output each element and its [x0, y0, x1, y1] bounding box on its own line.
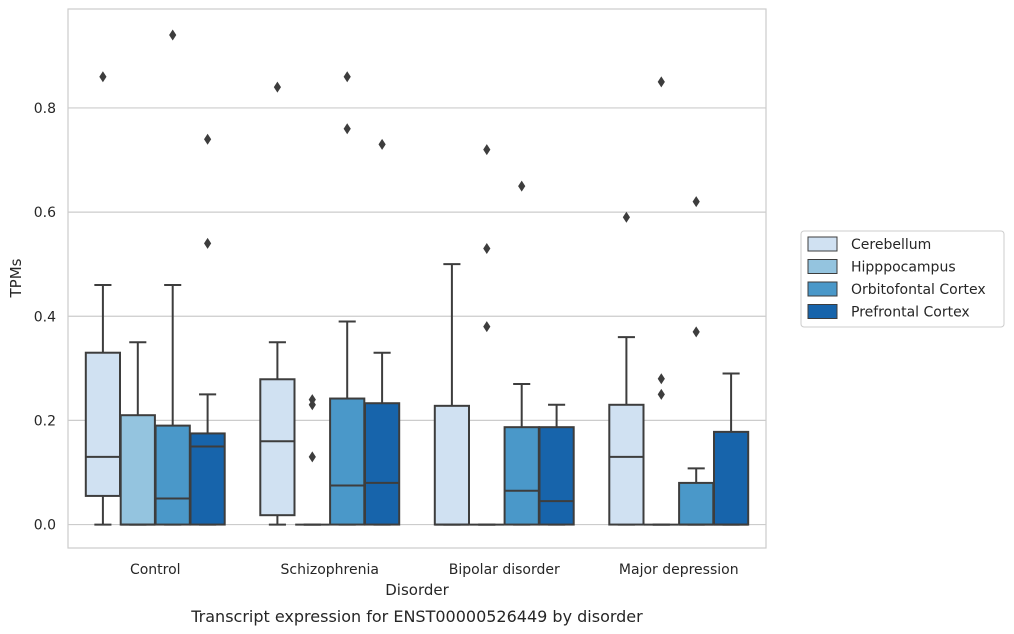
box-prefrontal-cortex	[712, 372, 750, 526]
y-tick-label: 0.0	[34, 518, 56, 534]
box-cerebellum	[433, 263, 471, 526]
legend-label: Orbitofontal Cortex	[851, 282, 986, 298]
box-body	[363, 402, 401, 526]
x-axis-label: Disorder	[385, 581, 449, 599]
outlier-point	[657, 388, 665, 400]
box-body	[84, 351, 122, 497]
legend-swatch	[807, 281, 838, 297]
box-body	[189, 432, 226, 526]
outlier-point	[99, 71, 107, 83]
outlier-point	[483, 144, 491, 156]
outlier-point	[204, 237, 212, 249]
box-prefrontal-cortex	[538, 403, 575, 526]
box-hipppocampus	[119, 341, 156, 526]
box-orbitofontal-cortex	[678, 196, 715, 526]
outlier-point	[692, 196, 700, 208]
outlier-point	[657, 373, 665, 385]
y-tick-labels: 0.0 0.2 0.4 0.6 0.8	[34, 101, 56, 534]
x-tick-label: Schizophrenia	[281, 562, 379, 578]
figure-caption: Transcript expression for ENST0000052644…	[190, 607, 643, 626]
x-tick-label: Major depression	[619, 562, 739, 578]
box-groups	[84, 29, 750, 526]
outlier-point	[169, 29, 177, 41]
box-cerebellum	[608, 211, 645, 526]
outlier-point	[273, 81, 281, 93]
y-tick-label: 0.6	[34, 205, 56, 221]
outlier-point	[518, 180, 526, 192]
box-cerebellum	[259, 81, 296, 526]
legend-label: Prefrontal Cortex	[851, 305, 970, 321]
outlier-point	[657, 76, 665, 88]
box-cerebellum	[84, 71, 122, 526]
outlier-point	[483, 243, 491, 255]
outlier-point	[692, 326, 700, 338]
legend-label: Hipppocampus	[851, 260, 956, 276]
box-prefrontal-cortex	[189, 133, 226, 526]
x-tick-labels: Control Schizophrenia Bipolar disorder Majo…	[130, 562, 739, 578]
box-body	[538, 426, 575, 526]
outlier-point	[343, 71, 351, 83]
box-hipppocampus	[469, 144, 504, 526]
outlier-point	[308, 451, 316, 463]
box-orbitofontal-cortex	[154, 29, 191, 526]
box-body	[119, 414, 156, 526]
legend-swatch	[807, 236, 838, 252]
legend-swatch	[807, 304, 838, 319]
y-tick-label: 0.2	[34, 413, 56, 429]
outlier-point	[308, 394, 316, 406]
legend-swatch	[807, 259, 838, 274]
box-body	[608, 403, 645, 526]
y-tick-label: 0.4	[34, 309, 56, 325]
legend: Cerebellum Hipppocampus Orbitofontal Corte…	[800, 230, 1005, 328]
x-tick-label: Bipolar disorder	[449, 562, 560, 578]
box-orbitofontal-cortex	[503, 180, 540, 526]
outlier-point	[343, 123, 351, 135]
box-body	[154, 424, 191, 526]
box-prefrontal-cortex	[363, 138, 401, 526]
box-body	[503, 426, 540, 526]
legend-frame	[800, 230, 1005, 328]
outlier-point	[622, 211, 630, 223]
y-axis-label: TPMs	[7, 258, 25, 298]
legend-label: Cerebellum	[851, 237, 931, 253]
outlier-point	[483, 321, 491, 333]
x-tick-label: Control	[130, 562, 181, 578]
outlier-point	[204, 133, 212, 145]
box-body	[433, 404, 471, 526]
box-hipppocampus	[644, 76, 679, 526]
box-body	[329, 397, 366, 526]
outlier-point	[378, 138, 386, 150]
box-hipppocampus	[295, 394, 330, 526]
box-body	[712, 430, 750, 526]
y-tick-label: 0.8	[34, 101, 56, 117]
box-body	[678, 481, 715, 526]
box-body	[259, 378, 296, 517]
